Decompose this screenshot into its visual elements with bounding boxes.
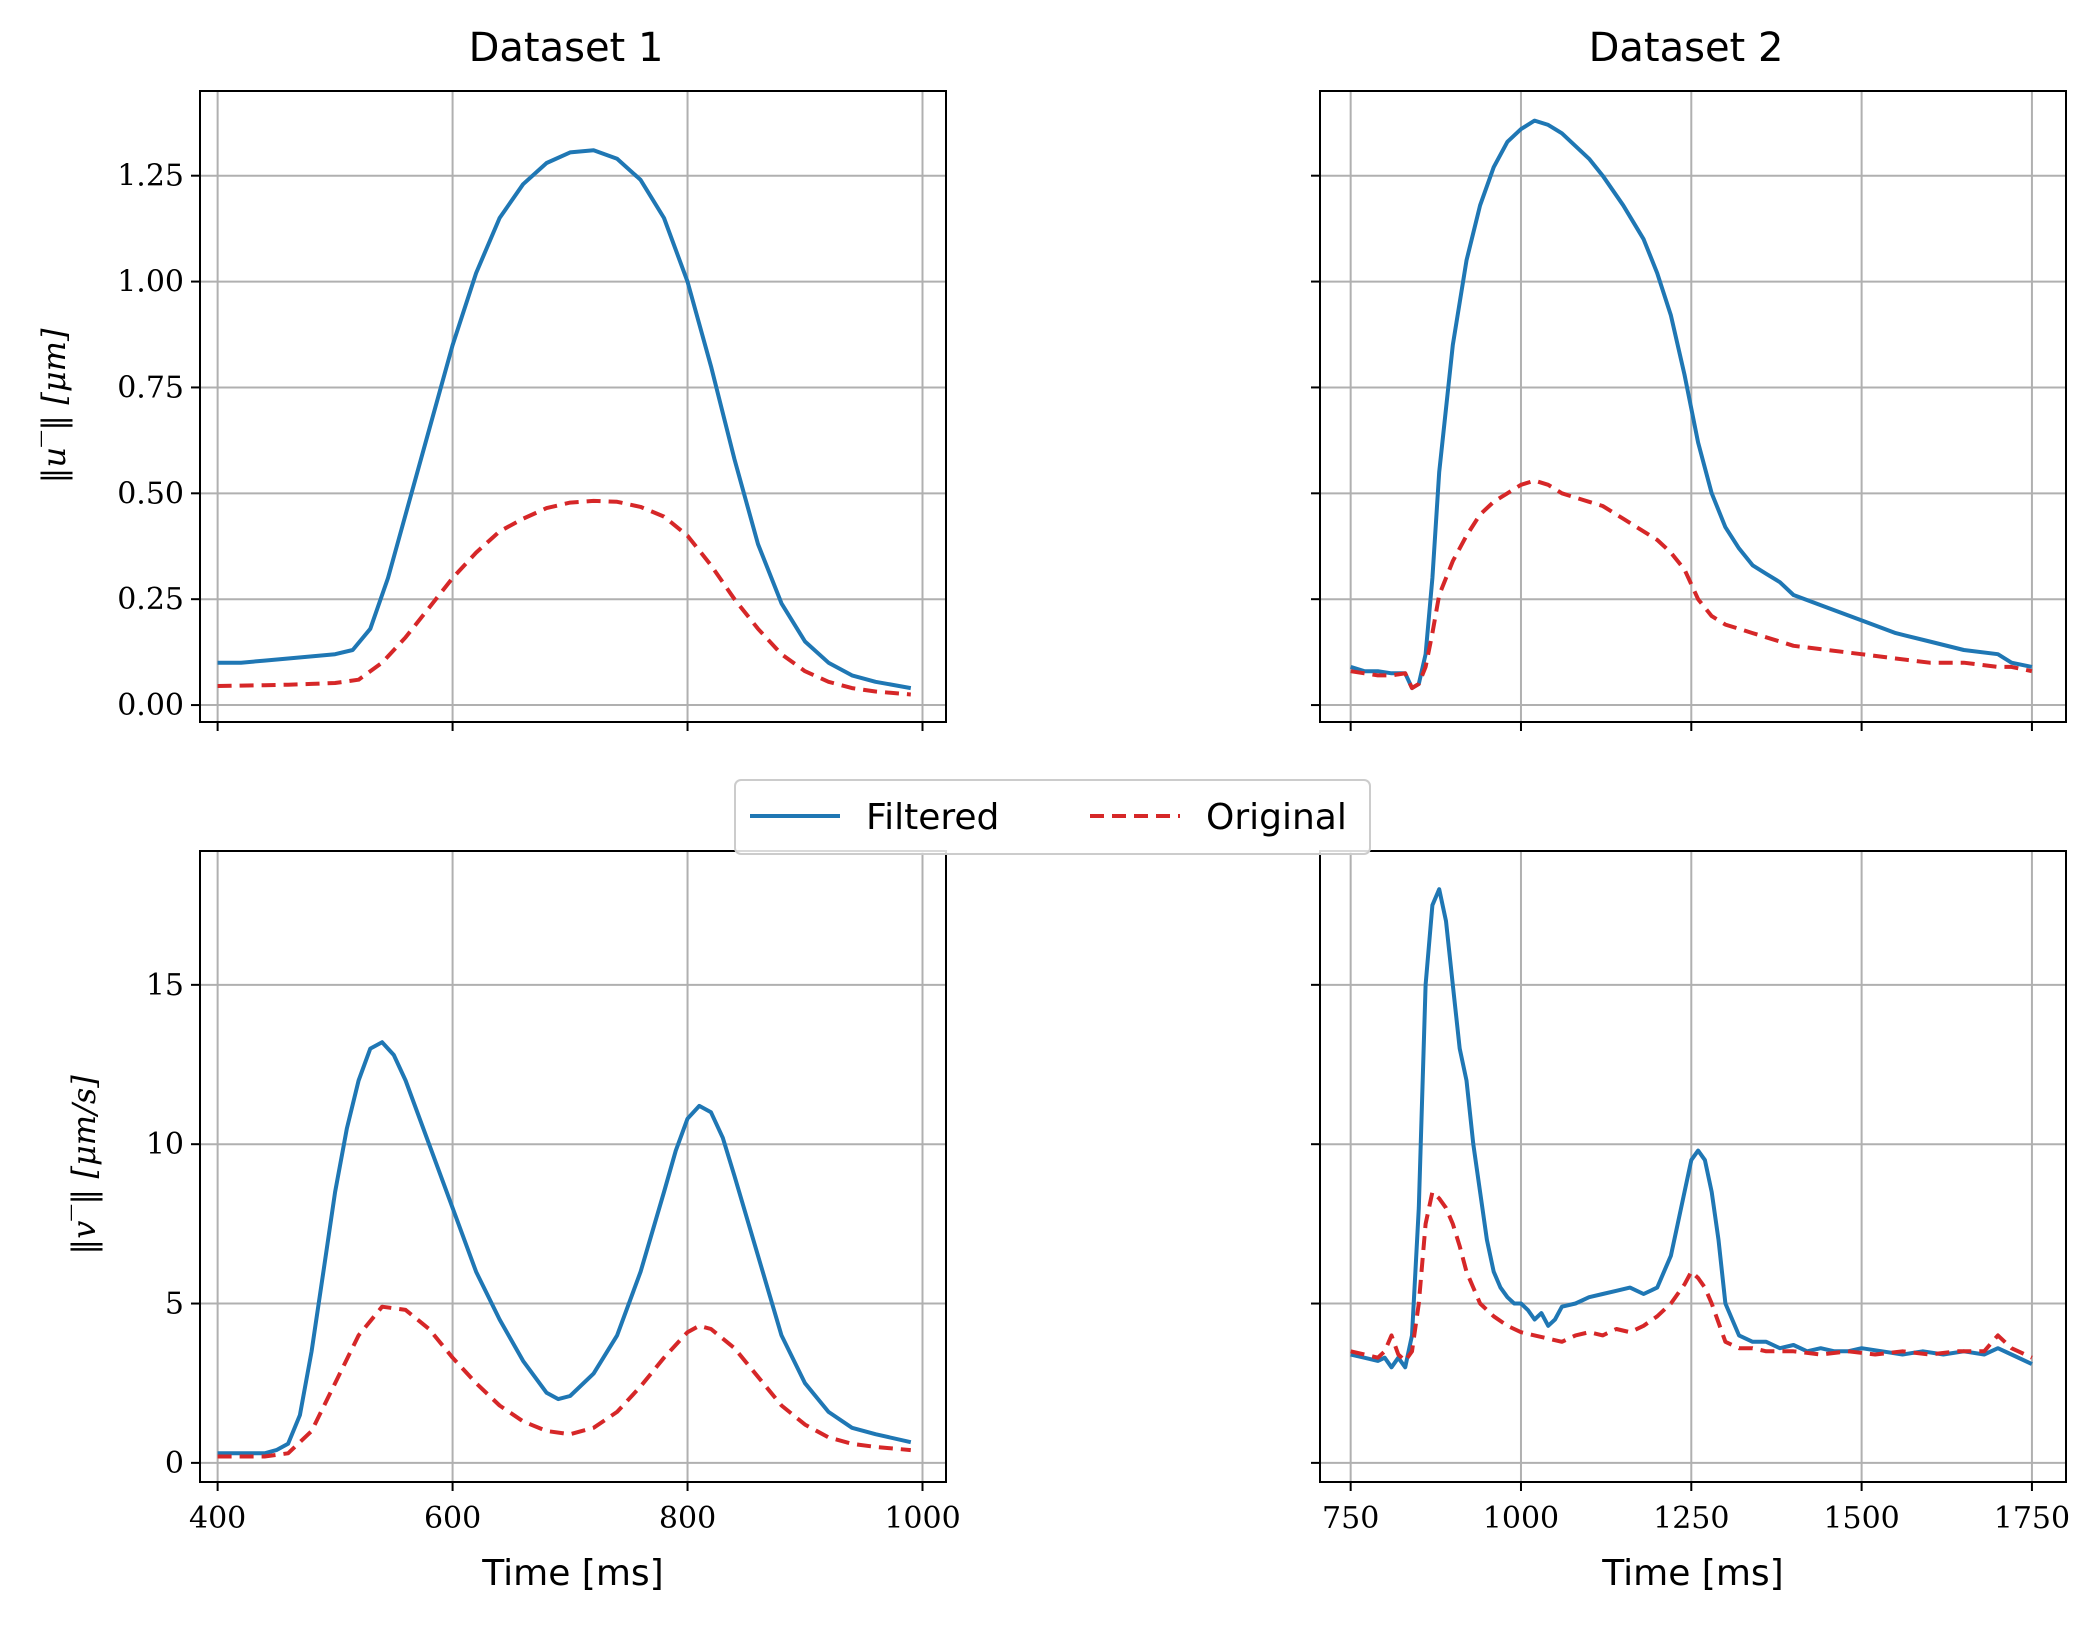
legend-box (734, 779, 1371, 855)
subplot-title: Dataset 2 (1589, 25, 1784, 71)
subplot-dataset-1-bottom: 400 600 800 1000 0 5 10 15 Time [ms] ‖v‾‖ [μm/… (65, 850, 961, 1594)
y-axis-label: ‖v‾‖ [μm/s] (65, 1075, 103, 1255)
y-axis-label: ‖u‾‖ [μm] (35, 328, 73, 483)
y-tick-label: 0.50 (117, 476, 184, 511)
x-tick-label: 750 (1322, 1501, 1379, 1536)
series-line-filtered (217, 1040, 912, 1456)
x-axis-label: Time [ms] (481, 1553, 663, 1594)
y-tick-label: 1.25 (117, 159, 184, 194)
x-tick-label: 1750 (1994, 1501, 2070, 1536)
y-tick-label: 0.00 (117, 688, 184, 723)
legend-label-filtered: Filtered (866, 797, 999, 838)
series-line-original (1350, 1190, 2033, 1363)
x-tick-label: 600 (424, 1501, 481, 1536)
subplot-dataset-2-bottom: 750 1000 1250 1500 1750 Time [ms] (1311, 850, 2070, 1594)
y-tick-label: 5 (165, 1287, 184, 1322)
x-tick-label: 1250 (1653, 1501, 1729, 1536)
y-tick-label: 1.00 (117, 265, 184, 300)
legend-label-original: Original (1206, 797, 1347, 838)
plot-frame (199, 850, 947, 1483)
y-tick-label: 0.75 (117, 370, 184, 405)
subplot-dataset-2-top: Dataset 2 (1311, 25, 2067, 731)
legend: Filtered Original (734, 779, 1371, 855)
series-line-filtered (217, 148, 912, 691)
series-line-original (1350, 478, 2033, 691)
plot-frame (1319, 90, 2067, 723)
subplot-title: Dataset 1 (469, 25, 664, 71)
x-tick-label: 1500 (1823, 1501, 1899, 1536)
x-tick-label: 800 (659, 1501, 716, 1536)
series-line-original (217, 1304, 911, 1459)
plot-frame (199, 90, 947, 723)
x-tick-label: 1000 (1483, 1501, 1559, 1536)
x-tick-label: 1000 (884, 1501, 960, 1536)
series-line-original (217, 498, 911, 697)
y-tick-label: 0.25 (117, 582, 184, 617)
y-tick-label: 10 (146, 1127, 184, 1162)
y-tick-label: 15 (146, 968, 184, 1003)
y-tick-label: 0 (165, 1446, 184, 1481)
x-tick-label: 400 (189, 1501, 246, 1536)
series-line-filtered (1350, 118, 2033, 691)
x-axis-label: Time [ms] (1601, 1553, 1783, 1594)
subplot-dataset-1-top: Dataset 1 0.00 0.25 0.50 0.75 1.00 1.25 ‖u‾‖ … (35, 25, 947, 731)
plot-frame (1319, 850, 2067, 1483)
